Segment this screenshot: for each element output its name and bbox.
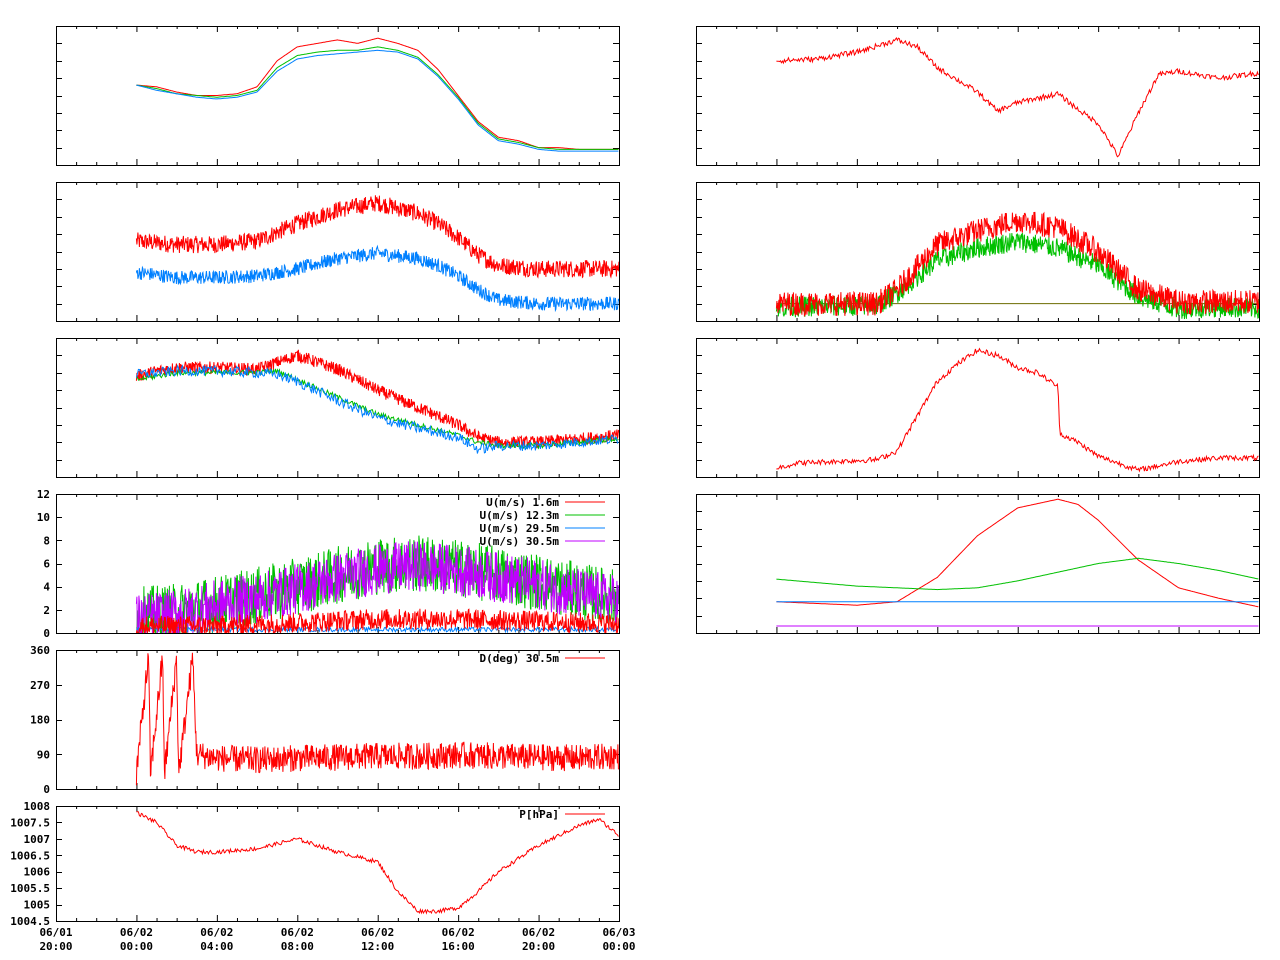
legend-label: U(m/s) 12.3m [480,509,560,522]
y-tick-label: 1008 [24,800,51,813]
x-tick-date-label: 06/02 [361,926,394,939]
y-tick-label: 12 [37,488,50,501]
y-tick-label: 1005 [24,899,51,912]
panel-left-3 [56,338,620,478]
x-tick-time-label: 20:00 [39,940,72,953]
series-line-1 [136,37,619,150]
plot-frame [56,806,620,922]
legend-label: D(deg) 30.5m [480,652,560,665]
y-tick-label: 270 [30,679,50,692]
panel-right-2 [696,182,1260,322]
plot-frame [696,494,1260,634]
y-tick-label: 180 [30,714,50,727]
x-tick-time-label: 00:00 [120,940,153,953]
y-tick-label: 10 [37,511,50,524]
y-tick-label: 6 [43,558,50,571]
series-line-1 [135,195,619,279]
y-tick-label: 0 [43,627,50,640]
plot-frame [696,338,1260,478]
y-tick-label: 4 [43,581,50,594]
series-line-2 [775,232,1259,320]
panel-left-4: 0 2 4 6 8 10 12 U(m/s) 1.6mU(m/s) 12.3mU(m/s) 2… [37,488,620,640]
panel-left-2 [56,182,620,322]
plot-frame [56,338,620,478]
y-tick-label: 1006.5 [10,849,50,862]
y-tick-label: 1006 [24,866,51,879]
series-line-3 [135,364,619,454]
x-tick-time-label: 16:00 [442,940,475,953]
legend-label: U(m/s) 1.6m [486,496,559,509]
series-line-1 [776,347,1259,473]
legend-label: U(m/s) 30.5m [480,535,560,548]
y-tick-label: 1007.5 [10,816,50,829]
plot-frame [56,26,620,166]
series-line-1 [776,37,1259,158]
y-tick-label: 0 [43,783,50,796]
x-tick-date-label: 06/03 [602,926,635,939]
y-tick-label: 90 [37,748,50,761]
plot-frame [696,26,1260,166]
x-tick-date-label: 06/02 [522,926,555,939]
y-tick-label: 1004.5 [10,915,50,928]
series-line-3 [775,211,1259,317]
panel-left-1 [56,26,620,166]
panel-left-5: 0 90 180 270 360 D(deg) 30.5m [30,644,620,796]
x-tick-date-label: 06/02 [281,926,314,939]
series-line-2 [135,541,619,633]
y-tick-label: 1007 [24,833,51,846]
series-line-2 [136,46,619,150]
x-tick-date-label: 06/02 [120,926,153,939]
series-line-1 [135,349,619,449]
series-line-2 [135,244,619,313]
series-line-1 [136,811,619,915]
panel-right-4 [696,494,1260,634]
panel-left-6: 1004.5 1005 1005.5 1006 1006.5 1007 1007.5 1008… [10,800,635,953]
legend-label: P[hPa] [519,808,559,821]
y-tick-label: 1005.5 [10,882,50,895]
x-tick-time-label: 04:00 [200,940,233,953]
panel-right-1 [696,26,1260,166]
panel-right-3 [696,338,1260,478]
x-tick-date-label: 06/02 [442,926,475,939]
series-line-1 [135,652,619,786]
series-line-4 [135,608,619,633]
x-tick-time-label: 20:00 [522,940,555,953]
series-line-1 [776,498,1259,608]
y-tick-label: 8 [43,534,50,547]
x-tick-time-label: 00:00 [602,940,635,953]
y-tick-label: 360 [30,644,50,657]
x-tick-time-label: 08:00 [281,940,314,953]
y-tick-label: 2 [43,604,50,617]
series-line-2 [776,557,1259,591]
x-tick-date-label: 06/01 [39,926,72,939]
x-tick-time-label: 12:00 [361,940,394,953]
x-tick-date-label: 06/02 [200,926,233,939]
series-line-3 [136,49,619,152]
legend-label: U(m/s) 29.5m [480,522,560,535]
